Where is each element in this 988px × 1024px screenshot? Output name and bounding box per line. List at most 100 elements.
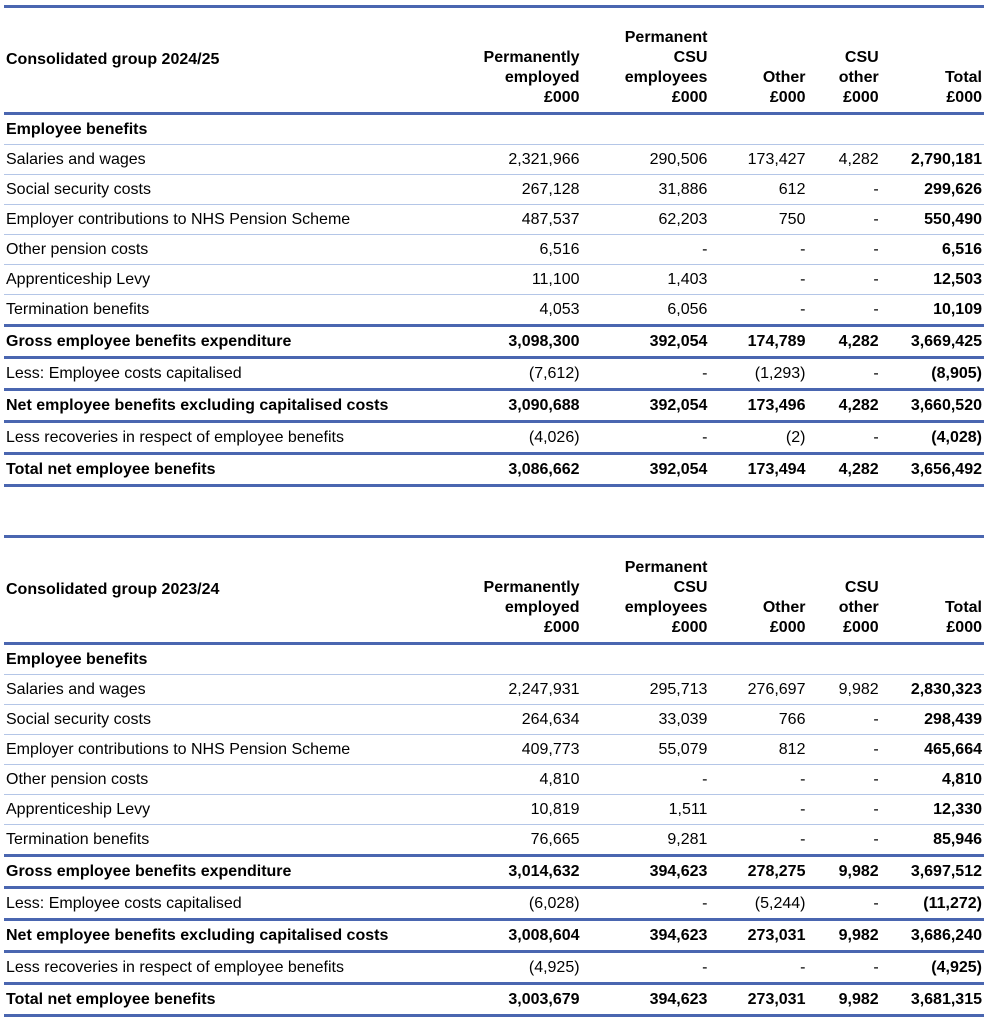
row-value: 4,053 — [539, 301, 580, 318]
row-value — [709, 114, 807, 145]
table-row: Gross employee benefits expenditure 3,014… — [4, 855, 984, 888]
row-value: 9,982 — [838, 863, 879, 880]
column-header: Other £000 — [709, 7, 807, 114]
column-header-line: CSU — [844, 49, 879, 66]
column-header-line: Total — [944, 69, 982, 86]
row-value: 85,946 — [933, 831, 982, 848]
row-value: 9,982 — [838, 991, 879, 1008]
table-row: Termination benefits 4,053 6,056 - - 10,109 — [4, 295, 984, 326]
row-label: Net employee benefits excluding capitali… — [6, 927, 389, 944]
row-value: - — [873, 365, 879, 382]
column-header-line: Permanently — [483, 579, 580, 596]
row-value: 2,247,931 — [508, 681, 580, 698]
row-label: Less: Employee costs capitalised — [6, 895, 242, 912]
row-value: 612 — [778, 181, 806, 198]
row-value: 10,109 — [933, 301, 982, 318]
row-value: - — [800, 831, 806, 848]
column-header-line: £000 — [946, 619, 982, 636]
row-value: - — [800, 959, 806, 976]
row-value: 2,790,181 — [910, 151, 982, 168]
column-header: Total £000 — [881, 537, 984, 644]
row-value: 392,054 — [649, 461, 708, 478]
table-row: Less: Employee costs capitalised (7,612) -… — [4, 358, 984, 390]
row-value: 3,669,425 — [910, 333, 982, 350]
row-value: - — [702, 365, 708, 382]
header-row: Consolidated group 2024/25 Permanently emp… — [4, 6, 984, 114]
row-value: 174,789 — [747, 333, 806, 350]
row-label: Net employee benefits excluding capitali… — [6, 397, 389, 414]
row-value: 267,128 — [521, 181, 580, 198]
row-value: (5,244) — [754, 895, 806, 912]
row-value: (4,028) — [931, 429, 982, 446]
row-label: Total net employee benefits — [6, 991, 216, 1008]
row-label: Apprenticeship Levy — [6, 271, 151, 288]
row-value: 3,003,679 — [508, 991, 580, 1008]
row-value: - — [800, 301, 806, 318]
column-header: CSU other £000 — [807, 537, 880, 644]
row-value: 3,686,240 — [910, 927, 982, 944]
row-label: Employer contributions to NHS Pension Sc… — [6, 741, 351, 758]
row-label: Social security costs — [6, 711, 151, 728]
row-value: 55,079 — [658, 741, 708, 758]
row-value: 550,490 — [924, 211, 982, 228]
row-value: (4,026) — [528, 429, 580, 446]
column-header-line: £000 — [543, 619, 580, 636]
row-value: 9,982 — [838, 927, 879, 944]
row-value: 12,503 — [933, 271, 982, 288]
column-header-line: CSU — [673, 579, 708, 596]
table-row: Social security costs 264,634 33,039 766 - 29… — [4, 705, 984, 735]
row-value: 4,810 — [539, 771, 580, 788]
row-value: - — [873, 271, 879, 288]
row-label: Employee benefits — [6, 651, 148, 668]
row-value: 3,656,492 — [910, 461, 982, 478]
row-value: - — [702, 895, 708, 912]
row-label: Termination benefits — [6, 301, 150, 318]
row-value: - — [873, 181, 879, 198]
row-value: 3,660,520 — [910, 397, 982, 414]
row-value: 6,516 — [941, 241, 982, 258]
row-value: - — [800, 801, 806, 818]
row-value: 392,054 — [649, 397, 708, 414]
row-value: - — [873, 429, 879, 446]
row-value — [709, 644, 807, 675]
table-title: Consolidated group 2024/25 — [6, 51, 220, 68]
table-row: Employer contributions to NHS Pension Sc… — [4, 205, 984, 235]
row-value: 12,330 — [933, 801, 982, 818]
column-header-line: £000 — [671, 619, 708, 636]
column-header-line: Other — [762, 69, 806, 86]
row-value: 295,713 — [649, 681, 708, 698]
column-header-line: other — [838, 69, 879, 86]
row-label: Employee benefits — [6, 121, 148, 138]
row-label: Apprenticeship Levy — [6, 801, 151, 818]
row-value: - — [702, 771, 708, 788]
column-header-line: Total — [944, 599, 982, 616]
row-label: Social security costs — [6, 181, 151, 198]
column-header-line: employees — [624, 599, 708, 616]
table-row: Net employee benefits excluding capitali… — [4, 919, 984, 952]
row-value: 4,282 — [838, 333, 879, 350]
row-value: - — [873, 711, 879, 728]
row-value: 2,321,966 — [508, 151, 580, 168]
column-header-line: Other — [762, 599, 806, 616]
table-header: Consolidated group 2024/25 Permanently emp… — [4, 6, 984, 114]
row-value: - — [873, 241, 879, 258]
table-row: Gross employee benefits expenditure 3,098… — [4, 325, 984, 358]
row-value: 3,681,315 — [910, 991, 982, 1008]
table-row: Apprenticeship Levy 11,100 1,403 - - 12,503 — [4, 265, 984, 295]
row-value — [807, 114, 880, 145]
row-label: Other pension costs — [6, 771, 149, 788]
row-value: 392,054 — [649, 333, 708, 350]
row-value: 409,773 — [521, 741, 580, 758]
row-value: 465,664 — [924, 741, 982, 758]
row-value: 394,623 — [649, 991, 708, 1008]
table-title: Consolidated group 2023/24 — [6, 581, 220, 598]
table-row: Employer contributions to NHS Pension Sc… — [4, 735, 984, 765]
table-row: Termination benefits 76,665 9,281 - - 85,946 — [4, 825, 984, 856]
row-value: - — [800, 271, 806, 288]
row-label: Termination benefits — [6, 831, 150, 848]
row-value: - — [873, 771, 879, 788]
row-value: 1,511 — [668, 801, 708, 818]
table-row: Less recoveries in respect of employee b… — [4, 952, 984, 984]
row-value: 750 — [778, 211, 806, 228]
row-value: 290,506 — [649, 151, 708, 168]
